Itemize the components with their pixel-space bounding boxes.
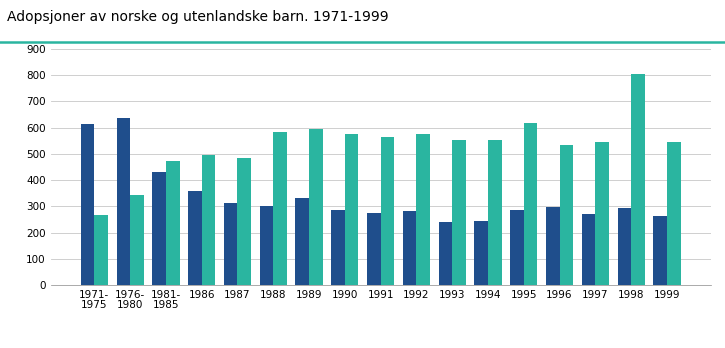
- Bar: [296, 198, 309, 285]
- Bar: [653, 216, 667, 285]
- Bar: [80, 124, 94, 285]
- Bar: [152, 172, 166, 285]
- Bar: [202, 155, 215, 285]
- Bar: [117, 118, 130, 285]
- Bar: [631, 74, 645, 285]
- Bar: [367, 213, 381, 285]
- Bar: [130, 196, 144, 285]
- Bar: [523, 122, 537, 285]
- Bar: [618, 208, 631, 285]
- Bar: [309, 129, 323, 285]
- Bar: [224, 203, 238, 285]
- Bar: [667, 142, 681, 285]
- Text: Adopsjoner av norske og utenlandske barn. 1971-1999: Adopsjoner av norske og utenlandske barn…: [7, 10, 389, 24]
- Bar: [94, 215, 108, 285]
- Bar: [166, 161, 180, 285]
- Bar: [403, 211, 416, 285]
- Bar: [581, 214, 595, 285]
- Bar: [345, 134, 358, 285]
- Bar: [595, 142, 609, 285]
- Bar: [488, 140, 502, 285]
- Bar: [474, 221, 488, 285]
- Bar: [560, 145, 573, 285]
- Bar: [381, 137, 394, 285]
- Bar: [546, 207, 560, 285]
- Bar: [238, 158, 251, 285]
- Bar: [273, 132, 287, 285]
- Bar: [331, 210, 345, 285]
- Bar: [452, 140, 465, 285]
- Bar: [416, 134, 430, 285]
- Bar: [510, 210, 523, 285]
- Bar: [260, 206, 273, 285]
- Bar: [188, 191, 202, 285]
- Bar: [439, 222, 452, 285]
